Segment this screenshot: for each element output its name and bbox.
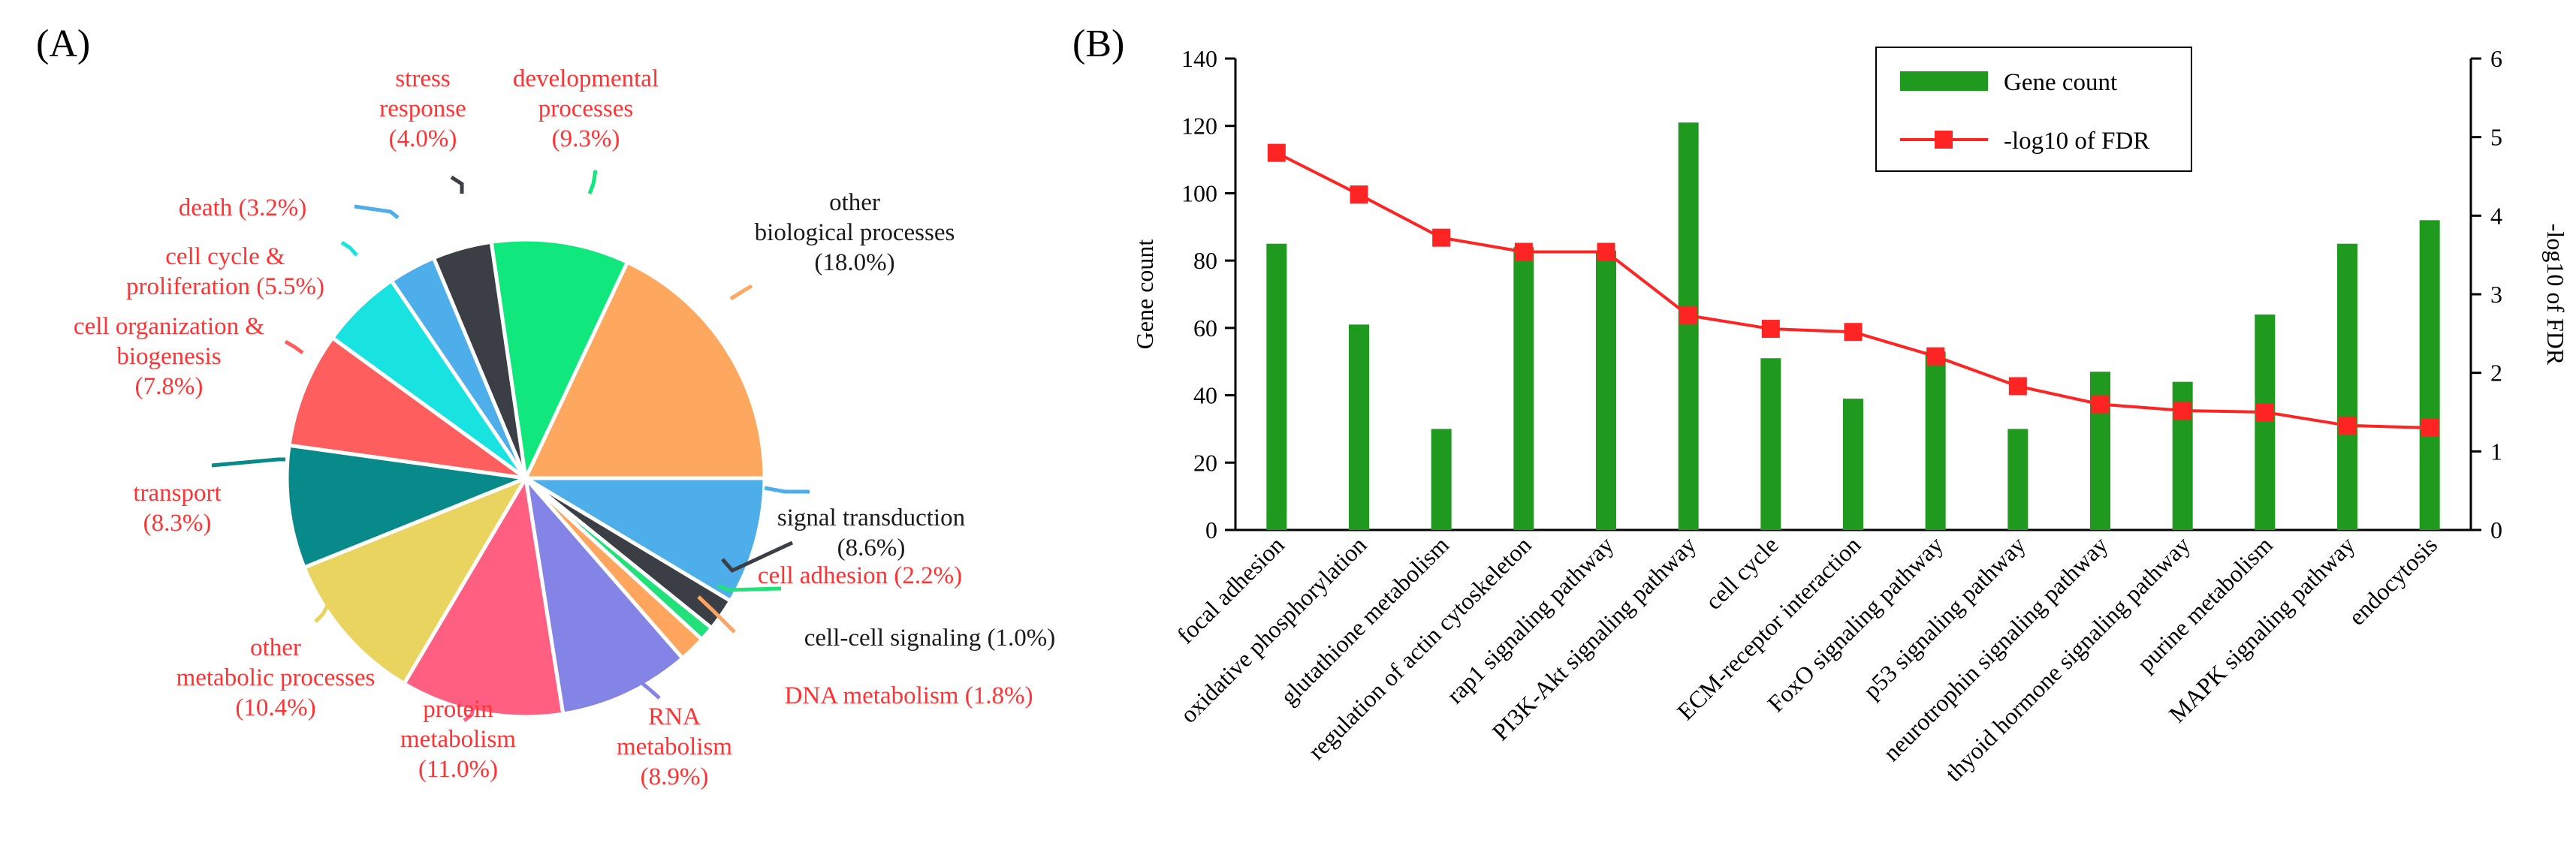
pie-label-rna-metabolism-8-9: RNA metabolism (8.9%) [617, 703, 732, 790]
bar-cell-cycle [1760, 358, 1781, 530]
fdr-point-rap1-signaling-pathway [1597, 242, 1615, 261]
bar-ecm-receptor-interaction [1843, 399, 1863, 530]
bar-line-chart: 0 20 40 60 80 100 120 140 0 1 2 3 4 5 6 Gene count -log1… [1131, 45, 2569, 787]
pie-slice-cell-organization-biogenesis-7-8 [287, 335, 527, 480]
pie-connector-rna-metabolism-8-9 [637, 679, 661, 700]
pie-connector-death-3-2 [354, 204, 400, 219]
fdr-point-foxo-signaling-pathway [1926, 347, 1945, 366]
pie-connector-transport-8-3 [211, 457, 285, 468]
pie-slice-protein-metabolism-11-0 [401, 472, 566, 719]
y-tick-label: 20 [1193, 449, 1217, 476]
y-right-tick-label: 0 [2490, 516, 2502, 543]
pie-label-signal-transduction-8-6: signal transduction (8.6%) [777, 504, 965, 561]
pie-connector-cell-organization-biogenesis-7-8 [284, 339, 304, 355]
pie-slice-signal-transduction-8-6 [518, 476, 767, 604]
pie-slice-transport-8-3 [285, 443, 533, 570]
bar-p53-signaling-pathway [2007, 429, 2029, 530]
fdr-point-endocytosis [2421, 418, 2439, 437]
pie-connector-other-metabolic-processes-10-4 [314, 603, 330, 623]
y-tick-label: 140 [1181, 45, 1217, 72]
fdr-point-cell-cycle [1761, 320, 1780, 339]
fdr-point-mapk-signaling-pathway [2338, 416, 2357, 435]
pie-connector-cell-adhesion-2-2 [721, 540, 794, 574]
pie-label-cell-organization-biogenesis-7-8: cell organization & biogenesis (7.8%) [74, 313, 264, 400]
pie-chart: signal transduction (8.6%)cell adhesion (… [74, 65, 1055, 790]
legend-label-gene-count: Gene count [2004, 69, 2117, 96]
pie-connector-other-biological-processes-18-0 [729, 284, 753, 301]
fdr-point-p53-signaling-pathway [2008, 377, 2027, 396]
bar-purine-metabolism [2255, 314, 2276, 530]
pie-slice-other-biological-processes-18-0 [523, 259, 767, 480]
bar-glutathione-metabolism [1431, 429, 1452, 530]
bar-foxo-signaling-pathway [1925, 351, 1946, 530]
pie-connector-cell-cell-signaling-1-0 [717, 583, 782, 592]
fdr-point-oxidative-phosphorylation [1350, 185, 1368, 204]
pie-connector-signal-transduction-8-6 [764, 486, 810, 494]
y-tick-label: 80 [1193, 247, 1217, 274]
legend-box [1875, 47, 2192, 172]
y-right-tick-label: 6 [2490, 45, 2502, 72]
pie-label-cell-cell-signaling-1-0: cell-cell signaling (1.0%) [804, 625, 1055, 652]
fdr-point-purine-metabolism [2255, 403, 2274, 421]
pie-label-protein-metabolism-11-0: protein metabolism (11.0%) [400, 696, 516, 783]
bar-focal-adhesion [1266, 243, 1287, 530]
bar-mapk-signaling-pathway [2337, 243, 2357, 530]
y-tick-label: 40 [1193, 382, 1217, 409]
fdr-point-regulation-of-actin-cytoskeleton [1514, 242, 1533, 261]
fdr-point-neurotrophin-signaling-pathway [2091, 395, 2110, 414]
bar-oxidative-phosphorylation [1349, 324, 1369, 530]
y-right-tick-label: 4 [2490, 202, 2502, 229]
pie-label-stress-response-4-0: stress response (4.0%) [379, 65, 466, 152]
legend: Gene count -log10 of FDR [1875, 47, 2192, 172]
fdr-point-focal-adhesion [1267, 143, 1286, 162]
y-tick-label: 120 [1181, 113, 1217, 140]
pie-connector-protein-metabolism-11-0 [463, 702, 477, 722]
fdr-point-glutathione-metabolism [1432, 228, 1451, 247]
x-tick-label-cell-cycle: cell cycle [1700, 531, 1784, 615]
y-right-tick-label: 1 [2490, 438, 2502, 465]
pie-connector-dna-metabolism-1-8 [697, 595, 736, 634]
pie-connector-stress-response-4-0 [450, 175, 464, 194]
x-tick-label-p53-signaling-pathway: p53 signaling pathway [1857, 531, 2030, 703]
x-tick-label-endocytosis: endocytosis [2343, 531, 2442, 630]
fdr-point-ecm-receptor-interaction [1844, 323, 1863, 342]
y-tick-label: 100 [1181, 179, 1217, 206]
legend-swatch-gene-count [1900, 71, 1988, 91]
bar-rap1-signaling-pathway [1596, 250, 1616, 530]
pie-label-developmental-processes-9-3: developmental processes (9.3%) [513, 65, 659, 152]
bar-pi3k-akt-signaling-pathway [1678, 122, 1699, 530]
y-right-tick-label: 3 [2490, 281, 2502, 308]
pie-connector-cell-cycle-proliferation-5-5 [340, 240, 358, 257]
pie-label-death-3-2: death (3.2%) [179, 194, 306, 221]
fdr-point-thyoid-hormone-signaling-pathway [2173, 401, 2192, 420]
pie-slice-developmental-processes-9-3 [489, 237, 630, 485]
pie-label-other-metabolic-processes-10-4: other metabolic processes (10.4%) [176, 634, 376, 721]
pie-slice-other-metabolic-processes-10-4 [301, 474, 530, 687]
panel-b-label: (B) [1072, 23, 1124, 65]
pie-label-cell-adhesion-2-2: cell adhesion (2.2%) [758, 562, 962, 589]
legend-swatch-fdr-marker [1935, 131, 1953, 149]
pie-slice-rna-metabolism-8-9 [523, 471, 686, 716]
legend-label-fdr: -log10 of FDR [2004, 128, 2149, 155]
pie-label-other-biological-processes-18-0: other biological processes (18.0%) [755, 189, 955, 276]
pie-label-transport-8-3: transport (8.3%) [133, 480, 221, 537]
x-tick-label-rap1-signaling-pathway: rap1 signaling pathway [1441, 531, 1619, 709]
panel-a-label: (A) [36, 23, 90, 65]
y-right-tick-label: 2 [2490, 360, 2502, 387]
pie-label-dna-metabolism-1-8: DNA metabolism (1.8%) [785, 682, 1033, 709]
pie-connector-developmental-processes-9-3 [587, 170, 598, 194]
y-tick-label: 60 [1193, 315, 1217, 342]
y-right-axis-title: -log10 of FDR [2542, 224, 2569, 366]
y-axis-title: Gene count [1131, 239, 1158, 350]
bar-endocytosis [2419, 220, 2440, 530]
bar-regulation-of-actin-cytoskeleton [1513, 247, 1534, 530]
fdr-point-pi3k-akt-signaling-pathway [1679, 306, 1698, 325]
pie-label-cell-cycle-proliferation-5-5: cell cycle & proliferation (5.5%) [126, 243, 324, 300]
y-tick-label: 0 [1205, 516, 1217, 543]
y-right-tick-label: 5 [2490, 124, 2502, 151]
